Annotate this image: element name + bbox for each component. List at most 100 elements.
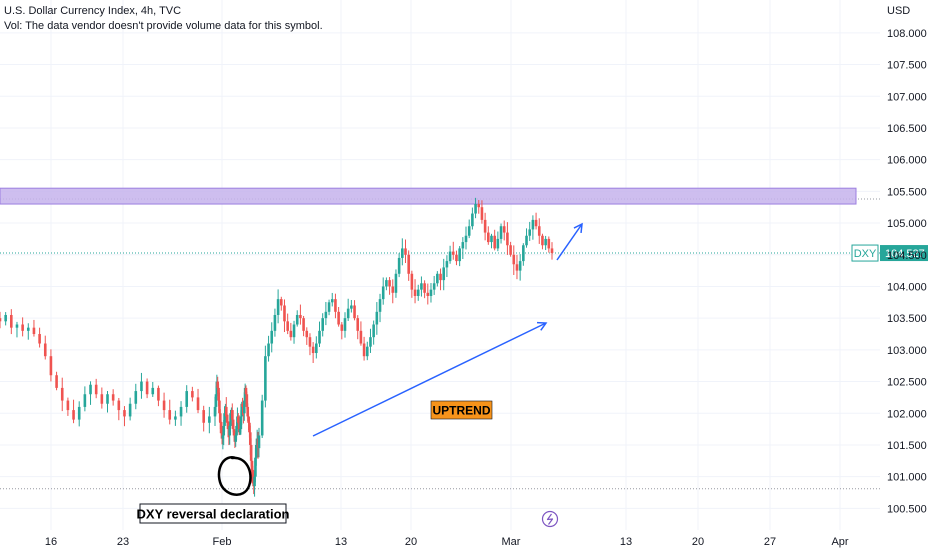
reversal-label[interactable]: DXY reversal declaration — [137, 503, 290, 524]
candle-up — [467, 219, 471, 239]
candle-up — [346, 298, 350, 321]
candle-down — [480, 200, 484, 224]
candle-down — [38, 327, 41, 348]
uptrend-label[interactable]: UPTREND — [430, 400, 493, 420]
candle-up — [264, 345, 267, 408]
candle-down — [337, 306, 340, 327]
candle-up — [518, 254, 522, 281]
candle-up — [321, 313, 324, 337]
candle-up — [315, 336, 318, 359]
candle-up — [378, 293, 382, 323]
uptrend-arrow[interactable] — [312, 321, 548, 437]
candle-down — [426, 283, 430, 305]
y-tick-label: 102.000 — [887, 408, 927, 420]
candle-up — [151, 382, 155, 397]
resistance-zone-group[interactable] — [0, 187, 857, 205]
candle-up — [106, 390, 109, 413]
candle-up — [420, 276, 423, 297]
y-tick-label: 107.000 — [887, 91, 927, 103]
candle-up — [464, 226, 468, 250]
y-tick-label: 103.000 — [887, 345, 927, 357]
x-tick-label: 27 — [764, 536, 776, 548]
symbol-tag[interactable]: DXY — [851, 244, 879, 262]
candle-down — [60, 377, 64, 412]
candle-up — [267, 335, 270, 362]
continuation-arrow[interactable] — [556, 222, 583, 261]
candle-down — [353, 300, 356, 321]
candle-down — [202, 405, 205, 432]
candle-down — [308, 333, 312, 356]
candle-up — [327, 299, 331, 316]
candle-up — [343, 312, 347, 338]
candle-up — [528, 221, 532, 241]
candle-down — [502, 220, 506, 241]
candle-up — [208, 406, 211, 434]
candle-down — [423, 280, 426, 299]
y-tick-label: 104.500 — [887, 250, 927, 262]
candle-up — [295, 310, 299, 327]
candle-up — [140, 372, 143, 399]
x-tick-label: 20 — [405, 536, 417, 548]
candle-down — [477, 199, 481, 214]
candle-down — [340, 322, 344, 340]
candle-down — [391, 279, 395, 304]
candle-up — [365, 341, 369, 361]
candle-down — [145, 378, 149, 399]
candle-down — [32, 319, 36, 337]
candle-up — [474, 197, 477, 219]
candle-up — [128, 397, 132, 421]
last-price-tag[interactable]: 104.527 — [880, 245, 928, 262]
candle-down — [10, 309, 13, 335]
candle-down — [404, 239, 407, 263]
candle-down — [289, 322, 293, 341]
candle-down — [547, 236, 551, 253]
time-axis[interactable]: 16 23 Feb 13 20 Mar 13 20 27 Apr — [45, 536, 849, 548]
candle-up — [369, 328, 372, 353]
candle-down — [515, 254, 519, 280]
lightning-bolt-icon[interactable] — [541, 510, 559, 528]
x-tick-label: 20 — [692, 536, 704, 548]
candle-up — [83, 386, 87, 412]
price-axis[interactable]: 108.000 107.500 107.000 106.500 106.000 105.5… — [887, 5, 927, 515]
candle-up — [257, 427, 261, 458]
candle-up — [401, 238, 404, 266]
candle-down — [168, 399, 172, 425]
candle-up — [436, 271, 439, 287]
candle-up — [381, 277, 385, 305]
candle-down — [55, 371, 58, 391]
x-tick-label: Apr — [831, 536, 848, 548]
candle-down — [111, 389, 115, 406]
y-tick-label: 107.500 — [887, 60, 927, 72]
candle-down — [66, 397, 70, 416]
candle-up — [330, 292, 334, 307]
candle-up — [77, 401, 81, 427]
candle-up — [26, 323, 30, 340]
y-tick-label: 103.500 — [887, 313, 927, 325]
candle-up — [397, 253, 401, 278]
uptrend-label-text: UPTREND — [432, 404, 490, 418]
candle-down — [483, 212, 487, 241]
candles-group — [0, 197, 554, 497]
candle-down — [286, 313, 289, 335]
candle-up — [385, 277, 388, 291]
candle-down — [541, 233, 544, 250]
candle-down — [534, 212, 538, 230]
last-price-label: 104.527 — [885, 248, 925, 260]
candle-up — [89, 381, 92, 405]
candle-down — [196, 388, 200, 414]
x-tick-label: Feb — [213, 536, 232, 548]
candle-up — [221, 432, 225, 450]
y-tick-label: 104.000 — [887, 281, 927, 293]
circle-annotation[interactable] — [217, 456, 252, 496]
candle-up — [134, 383, 138, 410]
y-tick-label: 106.500 — [887, 123, 927, 135]
candle-up — [372, 320, 375, 345]
legend-volume-note: Vol: The data vendor doesn't provide vol… — [4, 20, 323, 32]
resistance-zone[interactable] — [0, 187, 857, 205]
annotations-group[interactable]: DXY 104.527 UPTREND DXY reversal declaratio… — [137, 222, 928, 528]
candle-down — [439, 268, 442, 291]
y-tick-label: 108.000 — [887, 28, 927, 40]
candle-down — [72, 399, 75, 424]
